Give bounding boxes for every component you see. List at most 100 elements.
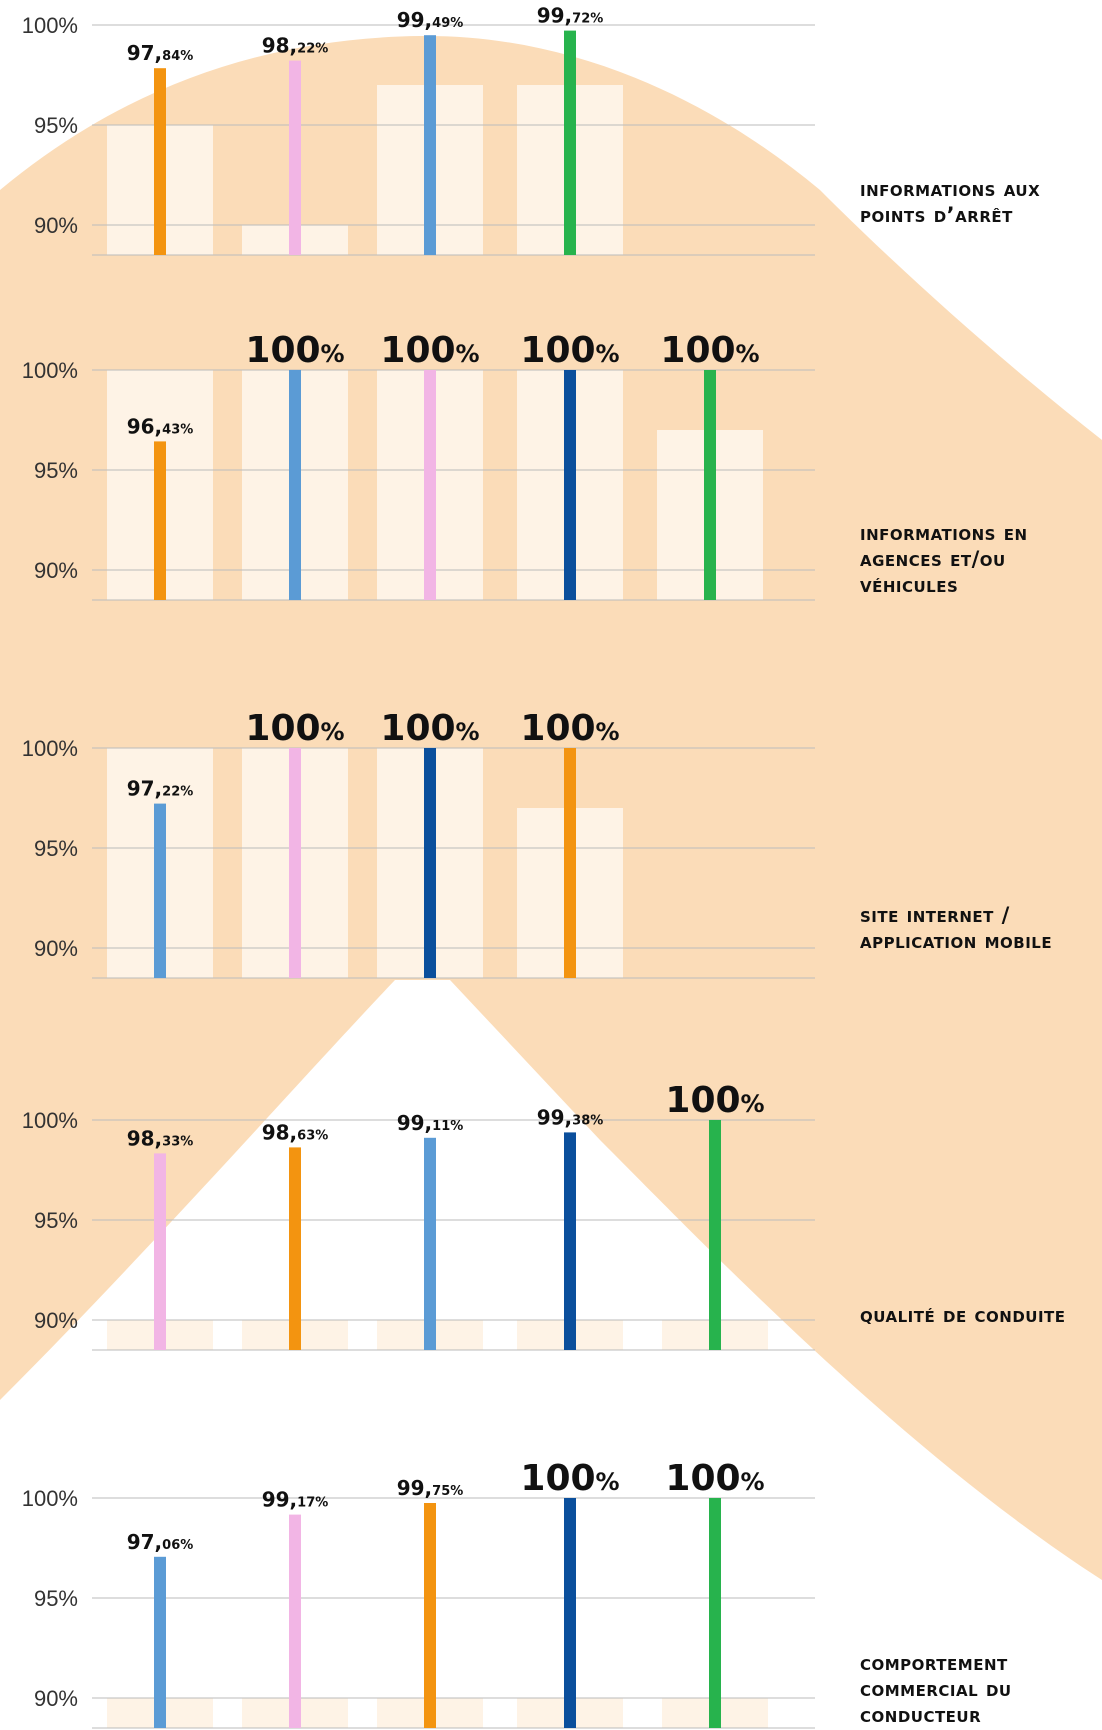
value-label: 97,06% (127, 1530, 194, 1554)
bar (289, 748, 301, 978)
bar (709, 1120, 721, 1350)
bar (424, 1503, 436, 1728)
value-label-main: 98, (262, 1120, 297, 1144)
bar (424, 1137, 436, 1350)
value-label-main: 100 (380, 330, 455, 371)
value-label-main: 100 (380, 708, 455, 749)
y-tick-label: 100% (22, 358, 78, 383)
y-tick-label: 95% (34, 836, 78, 861)
value-label-decimal: % (456, 718, 480, 746)
value-label: 100% (520, 708, 619, 749)
value-label-decimal: 63% (297, 1128, 328, 1143)
y-tick-label: 90% (34, 936, 78, 961)
value-label: 100% (520, 1458, 619, 1499)
value-label-decimal: 49% (432, 16, 463, 31)
chart-panel-driver-behaviour: 100% 95% 90% 97,06% 99,17% 99,75% 100% 100% com… (0, 1458, 1102, 1730)
value-label-decimal: % (596, 340, 620, 368)
value-label: 100% (245, 330, 344, 371)
chart-panel-stop-info: 100% 95% 90% 97,84% 98,22% 99,49% 99,72% infor… (0, 0, 1102, 330)
bar (424, 35, 436, 256)
y-tick-label: 100% (22, 736, 78, 761)
value-label-decimal: % (596, 1468, 620, 1496)
value-label: 99,49% (397, 8, 464, 32)
bar (709, 1498, 721, 1728)
value-label-decimal: 11% (432, 1119, 463, 1134)
bar (154, 68, 166, 255)
value-label-decimal: 33% (162, 1134, 193, 1149)
value-label-main: 100 (245, 708, 320, 749)
value-label-decimal: 38% (572, 1113, 603, 1128)
chart-svg: 100%95%90%96,43%100% 100% 100% 100% (22, 330, 815, 601)
chart-title: qualité de conduite (860, 1303, 1066, 1327)
value-label: 97,84% (127, 41, 194, 65)
value-label: 98,63% (262, 1120, 329, 1144)
chart-panel-driving-quality: 100% 95% 90% 98,33% 98,63% 99,11% 99,38% 100% q… (0, 1080, 1102, 1432)
value-label: 100% (245, 708, 344, 749)
value-label: 99,75% (397, 1476, 464, 1500)
value-label-decimal: % (456, 340, 480, 368)
value-label-main: 97, (127, 41, 162, 65)
value-label-decimal: % (741, 1090, 765, 1118)
chart-title: comportement commercial du conducteur (860, 1651, 1012, 1727)
value-label-decimal: 84% (162, 49, 193, 64)
bar (289, 1514, 301, 1728)
value-label-main: 100 (520, 1458, 595, 1499)
value-label: 98,33% (127, 1126, 194, 1150)
value-label-decimal: 72% (572, 12, 603, 27)
chart-svg: 100%95%90%97,84% 98,22%99,49% 99,72% (22, 4, 815, 256)
chart-panel-agency-info: 100% 95% 90% 96,43% 100% 100% 100% 100% informa… (0, 330, 1102, 680)
value-label: 100% (520, 330, 619, 371)
value-label: 99,72% (537, 4, 604, 28)
chart-title: informations aux points d’arrêt (860, 177, 1041, 227)
value-label-main: 100 (520, 708, 595, 749)
chart-title: informations en agences et/ou véhicules (860, 521, 1028, 597)
value-label-main: 99, (397, 1111, 432, 1135)
bar (289, 60, 301, 255)
value-label: 98,22% (262, 34, 329, 58)
value-label-main: 99, (262, 1488, 297, 1512)
value-label-main: 100 (520, 330, 595, 371)
value-label-decimal: % (736, 340, 760, 368)
chart-title: site internet / application mobile (860, 903, 1053, 953)
value-label: 97,22% (127, 777, 194, 801)
value-label-decimal: 75% (432, 1484, 463, 1499)
value-label: 100% (380, 330, 479, 371)
value-label-decimal: % (596, 718, 620, 746)
value-label-main: 100 (665, 1080, 740, 1121)
bar (424, 370, 436, 600)
value-label: 100% (665, 1458, 764, 1499)
y-tick-label: 100% (22, 1486, 78, 1511)
value-label-main: 96, (127, 414, 162, 438)
value-label-decimal: % (321, 340, 345, 368)
y-tick-label: 90% (34, 558, 78, 583)
value-label-main: 99, (397, 1476, 432, 1500)
bar (154, 1556, 166, 1728)
value-label: 100% (380, 708, 479, 749)
value-label-decimal: 17% (297, 1496, 328, 1511)
chart-panel-website: 100% 95% 90% 97,22% 100% 100% 100% site intern… (0, 708, 1102, 1060)
chart-svg: 100%95%90%97,22%100% 100% 100% (22, 708, 815, 979)
value-label-main: 98, (262, 34, 297, 58)
value-label-main: 100 (665, 1458, 740, 1499)
chart-svg: 100%95%90%98,33% 98,63%99,11% 99,38% 100% (22, 1080, 815, 1351)
y-tick-label: 95% (34, 458, 78, 483)
bar (564, 30, 576, 255)
value-label: 99,38% (537, 1105, 604, 1129)
value-label-decimal: % (741, 1468, 765, 1496)
value-label: 96,43% (127, 414, 194, 438)
value-label-main: 99, (537, 1105, 572, 1129)
value-label-decimal: % (321, 718, 345, 746)
y-tick-label: 100% (22, 1108, 78, 1133)
bar (704, 370, 716, 600)
y-tick-label: 90% (34, 1308, 78, 1333)
value-label: 99,11% (397, 1111, 464, 1135)
value-label: 99,17% (262, 1488, 329, 1512)
chart-svg: 100%95%90%97,06%99,17%99,75% 100% 100% (22, 1458, 815, 1729)
bar (289, 1147, 301, 1350)
value-label: 100% (665, 1080, 764, 1121)
value-label-main: 100 (245, 330, 320, 371)
y-tick-label: 90% (34, 213, 78, 238)
bar (564, 1132, 576, 1350)
y-tick-label: 90% (34, 1686, 78, 1711)
value-label-main: 97, (127, 777, 162, 801)
